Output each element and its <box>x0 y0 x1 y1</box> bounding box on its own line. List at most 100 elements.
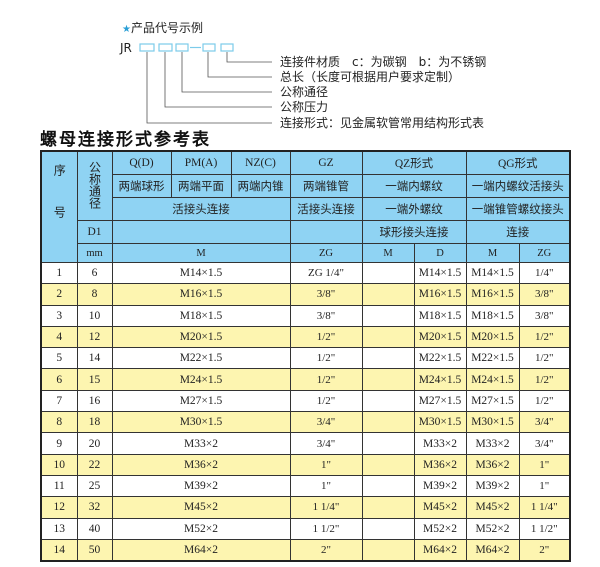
cell-m: M22×1.5 <box>111 347 291 370</box>
cell-dn: 12 <box>76 325 113 349</box>
cell-dn: 40 <box>76 517 113 540</box>
cell-qz-m <box>361 496 415 519</box>
cell-qz-m <box>361 389 415 413</box>
header-qz-m: M <box>361 243 415 263</box>
cell-qz-m <box>361 411 415 434</box>
cell-dn: 16 <box>76 389 113 413</box>
cell-seq: 14 <box>40 538 78 562</box>
cell-qg-zg: 3/8" <box>518 283 571 306</box>
cell-qz-m <box>361 283 415 306</box>
cell-seq: 2 <box>40 283 78 306</box>
table-row: 6 15 M24×1.5 1/2" M24×1.5 M24×1.5 1/2" <box>40 368 571 391</box>
cell-qz-m <box>361 453 415 476</box>
table-row: 14 50 M64×2 2" M64×2 M64×2 2" <box>40 538 571 562</box>
star-icon: ★ <box>122 24 131 35</box>
header-qg-zg: ZG <box>518 243 571 263</box>
header-empty <box>111 220 291 244</box>
cell-dn: 22 <box>76 453 113 476</box>
cell-qz-m <box>361 261 415 285</box>
cell-dn: 32 <box>76 496 113 519</box>
cell-qz-d: M18×1.5 <box>413 304 467 327</box>
cell-qg-zg: 2" <box>518 538 571 562</box>
table-row: 8 18 M30×1.5 3/4" M30×1.5 M30×1.5 3/4" <box>40 411 571 434</box>
table-row: 1 6 M14×1.5 ZG 1/4" M14×1.5 M14×1.5 1/4" <box>40 261 571 285</box>
cell-qz-d: M14×1.5 <box>413 261 467 285</box>
header-dn: 公称通径 <box>76 150 113 221</box>
cell-qg-zg: 1" <box>518 453 571 476</box>
cell-qg-m: M16×1.5 <box>465 283 520 306</box>
cell-seq: 5 <box>40 347 78 370</box>
cell-dn: 50 <box>76 538 113 562</box>
cell-dn: 15 <box>76 368 113 391</box>
code-prefix: JR <box>120 41 132 55</box>
cell-seq: 4 <box>40 325 78 349</box>
cell-m: M33×2 <box>111 432 291 455</box>
header-pm: PM(A) <box>170 150 232 175</box>
cell-zg: 3/8" <box>289 304 363 327</box>
header-empty <box>289 220 363 244</box>
cell-m: M30×1.5 <box>111 411 291 434</box>
cell-seq: 8 <box>40 411 78 434</box>
cell-dn: 18 <box>76 411 113 434</box>
header-qz-desc3: 球形接头连接 <box>361 220 467 244</box>
header-qg-desc2: 一端锥管螺纹接头 <box>465 197 571 221</box>
header-union-conn: 活接头连接 <box>111 197 291 221</box>
cell-qg-zg: 1 1/2" <box>518 517 571 540</box>
cell-qz-d: M24×1.5 <box>413 368 467 391</box>
cell-m: M24×1.5 <box>111 368 291 391</box>
header-nz: NZ(C) <box>230 150 291 175</box>
cell-zg: 3/4" <box>289 411 363 434</box>
code-box <box>202 43 216 52</box>
cell-qg-m: M20×1.5 <box>465 325 520 349</box>
table-row: 5 14 M22×1.5 1/2" M22×1.5 M22×1.5 1/2" <box>40 347 571 370</box>
nut-connection-table: 序号 公称通径 Q(D) PM(A) NZ(C) GZ QZ形式 QG形式 两端… <box>40 150 571 563</box>
cell-qg-m: M45×2 <box>465 496 520 519</box>
cell-qz-d: M52×2 <box>413 517 467 540</box>
header-qz-d: D <box>413 243 467 263</box>
cell-zg: 1" <box>289 453 363 476</box>
cell-dn: 25 <box>76 474 113 498</box>
cell-seq: 6 <box>40 368 78 391</box>
header-mm: mm <box>76 243 113 263</box>
cell-zg: 1 1/4" <box>289 496 363 519</box>
cell-seq: 3 <box>40 304 78 327</box>
cell-qg-zg: 1 1/4" <box>518 496 571 519</box>
cell-qg-zg: 1/2" <box>518 325 571 349</box>
label-material: 连接件材质 c：为碳钢 b：为不锈钢 <box>280 55 487 69</box>
header-col-m: M <box>111 243 291 263</box>
cell-qg-zg: 1/2" <box>518 347 571 370</box>
table-row: 2 8 M16×1.5 3/8" M16×1.5 M16×1.5 3/8" <box>40 283 571 306</box>
cell-qz-m <box>361 432 415 455</box>
cell-seq: 9 <box>40 432 78 455</box>
cell-zg: 1 1/2" <box>289 517 363 540</box>
cell-m: M45×2 <box>111 496 291 519</box>
cell-qg-zg: 1/2" <box>518 389 571 413</box>
cell-qz-d: M39×2 <box>413 474 467 498</box>
header-qd-desc: 两端球形 <box>111 174 172 198</box>
header-qg-desc1: 一端内螺纹活接头 <box>465 174 571 198</box>
cell-seq: 1 <box>40 261 78 285</box>
cell-m: M39×2 <box>111 474 291 498</box>
cell-zg: 1/2" <box>289 347 363 370</box>
cell-zg: 1/2" <box>289 368 363 391</box>
cell-zg: 3/4" <box>289 432 363 455</box>
cell-zg: ZG 1/4" <box>289 261 363 285</box>
label-pressure: 公称压力 <box>280 100 329 114</box>
cell-seq: 7 <box>40 389 78 413</box>
header-qg: QG形式 <box>465 150 571 175</box>
cell-zg: 1/2" <box>289 389 363 413</box>
cell-qz-d: M64×2 <box>413 538 467 562</box>
cell-qg-m: M36×2 <box>465 453 520 476</box>
cell-dn: 14 <box>76 347 113 370</box>
table-row: 3 10 M18×1.5 3/8" M18×1.5 M18×1.5 3/8" <box>40 304 571 327</box>
cell-qg-m: M24×1.5 <box>465 368 520 391</box>
cell-seq: 13 <box>40 517 78 540</box>
table-row: 9 20 M33×2 3/4" M33×2 M33×2 3/4" <box>40 432 571 455</box>
header-qz-desc2: 一端外螺纹 <box>361 197 467 221</box>
label-connection: 连接形式：见金属软管常用结构形式表 <box>280 116 485 130</box>
header-nz-desc: 两端内锥 <box>230 174 291 198</box>
cell-qz-d: M22×1.5 <box>413 347 467 370</box>
code-box <box>220 43 234 52</box>
table-title: 螺母连接形式参考表 <box>40 130 211 150</box>
cell-dn: 10 <box>76 304 113 327</box>
